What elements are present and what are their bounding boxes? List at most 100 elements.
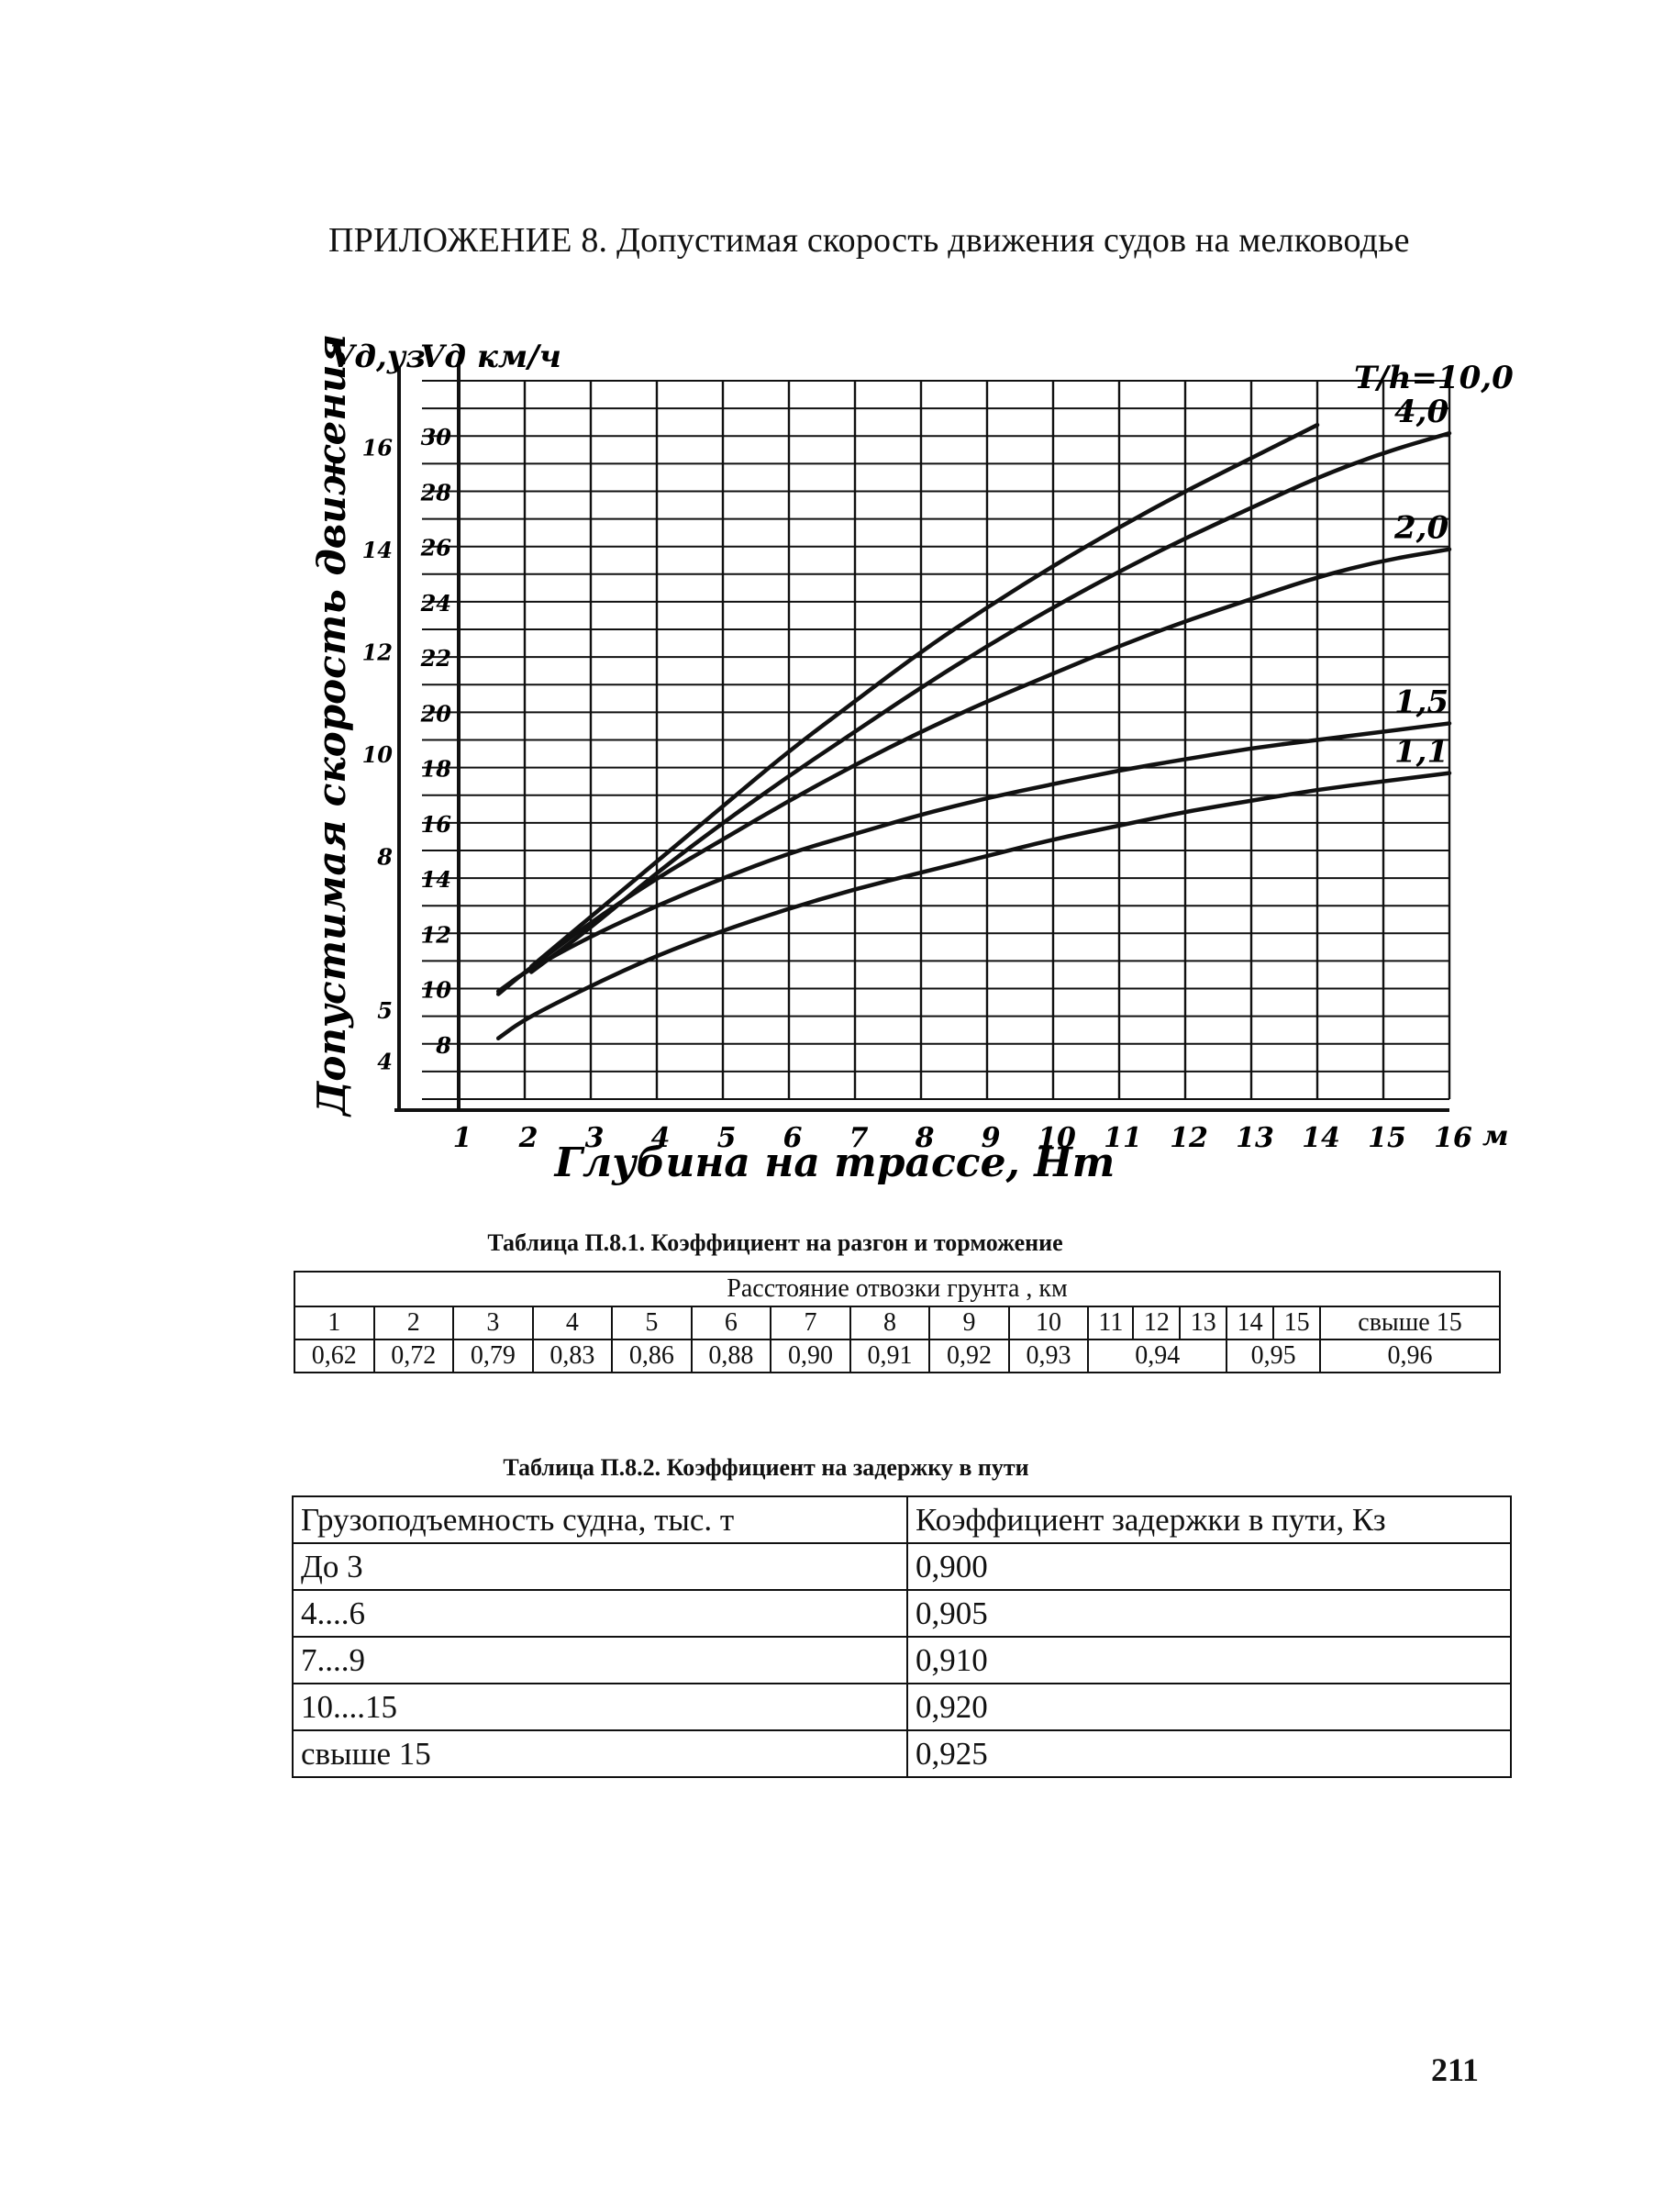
x-tick-label: 8 — [915, 1122, 935, 1154]
x-tick-label: 13 — [1236, 1122, 1274, 1154]
y-axis-knots-header: Vд,уз — [330, 339, 426, 375]
y-tick-label-kmh: 22 — [420, 645, 451, 672]
table1-coefficient-cell: 0,93 — [1007, 1339, 1090, 1373]
table1-distance-cell: 6 — [690, 1306, 772, 1340]
y-tick-label-knots: 8 — [376, 844, 393, 871]
y-tick-label-kmh: 18 — [421, 756, 452, 783]
table2-capacity-cell: 10....15 — [292, 1683, 908, 1731]
x-tick-label: 1 — [453, 1122, 472, 1154]
x-tick-label: 10 — [1038, 1122, 1076, 1154]
y-tick-label-knots: 5 — [377, 997, 393, 1024]
chart-grid — [422, 380, 1451, 1100]
y-tick-label-knots: 10 — [362, 741, 394, 768]
table2-coefficient-cell: 0,925 — [906, 1729, 1512, 1778]
table2-caption: Таблица П.8.2. Коэффициент на задержку в… — [503, 1454, 1029, 1481]
table1-distance-cell: 8 — [849, 1306, 931, 1340]
curve-series-3 — [495, 721, 1452, 994]
table1-header: Расстояние отвозки грунта , км — [294, 1271, 1501, 1307]
x-tick-label: 5 — [717, 1122, 737, 1154]
y-tick-label-knots: 16 — [362, 434, 394, 461]
table1-coefficient-cell: 0,62 — [294, 1339, 375, 1373]
table2-header-row: Грузоподъемность судна, тыс. т Коэффицие… — [292, 1495, 1512, 1544]
table2-row: 7....9 0,910 — [292, 1636, 1512, 1684]
table2-row: До 3 0,900 — [292, 1542, 1512, 1591]
table1-caption: Таблица П.8.1. Коэффициент на разгон и т… — [487, 1229, 1063, 1256]
table1-distance-cell: 10 — [1007, 1306, 1090, 1340]
x-tick-label: 9 — [982, 1122, 1001, 1154]
x-tick-label: 14 — [1302, 1122, 1340, 1154]
curve-label: Т/h=10,0 — [1354, 360, 1514, 396]
curve-series-1 — [528, 430, 1452, 974]
y-tick-label-kmh: 26 — [420, 535, 452, 561]
table2-coefficient-cell: 0,905 — [906, 1589, 1512, 1638]
x-axis-title: Глубина на трассе, Нт — [553, 1139, 1115, 1186]
table2-coefficient-cell: 0,900 — [906, 1542, 1512, 1591]
y-tick-label-kmh: 8 — [435, 1032, 451, 1059]
table2-capacity-cell: свыше 15 — [292, 1729, 908, 1778]
table1-coefficient-cell: 0,88 — [690, 1339, 772, 1373]
table2-coefficient-cell: 0,920 — [906, 1683, 1512, 1731]
page-number: 211 — [1431, 2051, 1480, 2088]
y-tick-label-kmh: 14 — [421, 866, 451, 893]
table2-coefficient-cell: 0,910 — [906, 1636, 1512, 1684]
curve-label: 2,0 — [1393, 510, 1448, 547]
curve-series-0 — [528, 422, 1320, 969]
delay-coefficient-table: Грузоподъемность судна, тыс. т Коэффицие… — [292, 1495, 1512, 1778]
table1-distance-cell: 5 — [611, 1306, 693, 1340]
table1-coefficient-cell: 0,90 — [770, 1339, 851, 1373]
curve-series-4 — [495, 771, 1452, 1040]
table1-distance-cell: 4 — [531, 1306, 614, 1340]
y-tick-label-kmh: 12 — [421, 921, 451, 948]
x-tick-label: 7 — [849, 1122, 869, 1154]
table2-capacity-cell: 7....9 — [292, 1636, 908, 1684]
curve-label: 1,1 — [1394, 734, 1448, 771]
chart-curves — [495, 422, 1452, 1040]
table1-coefficient-row: 0,62 0,72 0,79 0,83 0,86 0,88 0,90 0,91 0,92 0,93… — [294, 1339, 1501, 1373]
table2-capacity-cell: До 3 — [292, 1542, 908, 1591]
table1-distance-cell: 7 — [770, 1306, 851, 1340]
x-tick-label: 2 — [518, 1122, 538, 1154]
curve-label: 4,0 — [1394, 394, 1448, 430]
table2-header-capacity: Грузоподъемность судна, тыс. т — [292, 1495, 908, 1544]
table1-coefficient-cell: 0,94 — [1087, 1339, 1228, 1373]
x-tick-label: 15 — [1368, 1122, 1406, 1154]
page-title: ПРИЛОЖЕНИЕ 8. Допустимая скорость движен… — [328, 221, 1410, 260]
table2-header-coefficient: Коэффициент задержки в пути, Кз — [906, 1495, 1512, 1544]
y-tick-label-kmh: 24 — [420, 590, 451, 617]
x-tick-label: 4 — [651, 1122, 671, 1154]
table2-capacity-cell: 4....6 — [292, 1589, 908, 1638]
table1-coefficient-cell: 0,86 — [611, 1339, 693, 1373]
table1-coefficient-cell: 0,96 — [1319, 1339, 1501, 1373]
table2-row: 4....6 0,905 — [292, 1589, 1512, 1638]
x-unit-label: м — [1482, 1120, 1509, 1152]
curve-series-2 — [495, 547, 1452, 996]
y-tick-label-kmh: 16 — [421, 811, 452, 838]
y-tick-label-knots: 4 — [377, 1049, 393, 1075]
table1-coefficient-cell: 0,92 — [928, 1339, 1010, 1373]
y-axis-title: Допустимая скорость движения — [312, 334, 354, 1117]
x-tick-label: 11 — [1104, 1122, 1142, 1154]
table1-distance-cell: 13 — [1179, 1306, 1228, 1340]
table1-distance-cell: свыше 15 — [1319, 1306, 1501, 1340]
table1-distance-cell: 2 — [372, 1306, 455, 1340]
y-tick-label-knots: 14 — [362, 537, 393, 563]
x-tick-label: 6 — [783, 1122, 803, 1154]
x-tick-label: 16 — [1434, 1122, 1472, 1154]
table2-row: свыше 15 0,925 — [292, 1729, 1512, 1778]
x-tick-label: 3 — [585, 1122, 605, 1154]
table1-coefficient-cell: 0,79 — [452, 1339, 534, 1373]
table1-coefficient-cell: 0,72 — [372, 1339, 455, 1373]
y-axis-kmh-header: Vд км/ч — [420, 339, 561, 375]
chart-axes — [394, 362, 1449, 1112]
y-tick-label-knots: 12 — [362, 639, 393, 665]
table1-coefficient-cell: 0,91 — [849, 1339, 931, 1373]
table1-distance-cell: 12 — [1132, 1306, 1182, 1340]
table1-distance-cell: 9 — [928, 1306, 1010, 1340]
table1-distance-cell: 3 — [452, 1306, 534, 1340]
table1-coefficient-cell: 0,95 — [1226, 1339, 1322, 1373]
table1-distance-cell: 14 — [1226, 1306, 1275, 1340]
y-tick-label-kmh: 10 — [421, 977, 452, 1004]
table2-row: 10....15 0,920 — [292, 1683, 1512, 1731]
